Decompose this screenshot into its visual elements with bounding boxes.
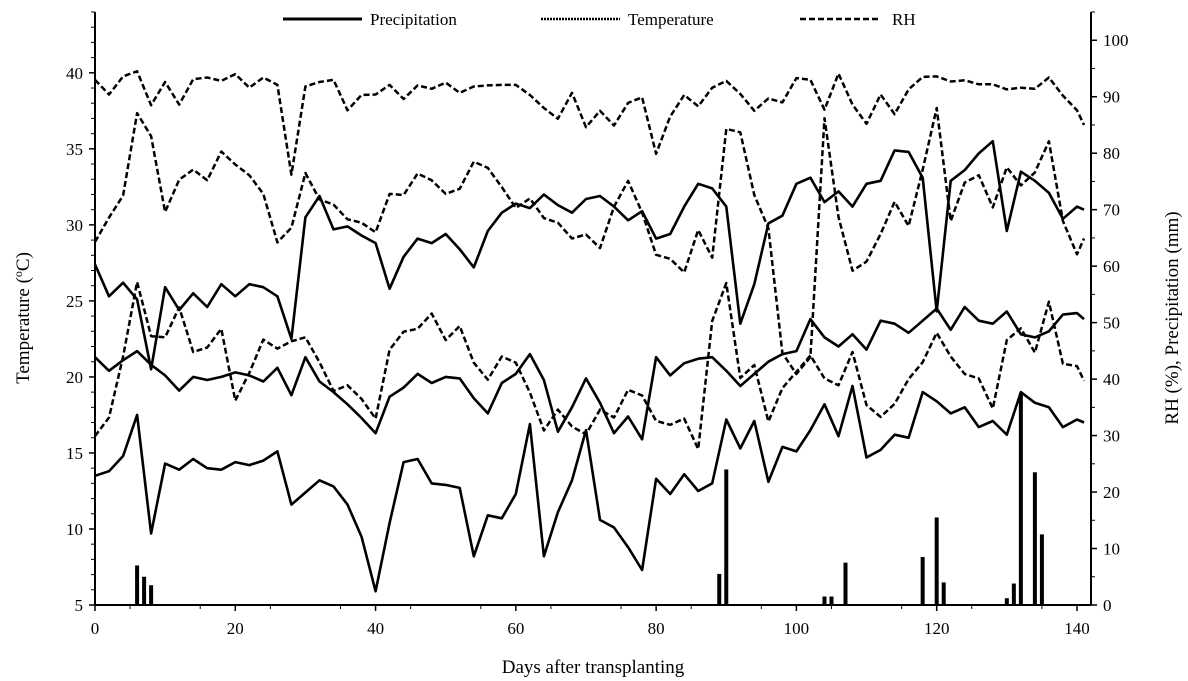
precipitation-bar: [1004, 598, 1009, 605]
y-right-tick-label: 40: [1103, 370, 1120, 389]
precipitation-bar: [920, 556, 925, 605]
y-axis-left-title-tail: C): [13, 252, 34, 271]
x-tick-label: 100: [784, 619, 810, 638]
precipitation-bar: [1039, 534, 1044, 605]
precipitation-bar: [822, 596, 827, 605]
precipitation-bar: [149, 585, 154, 605]
x-tick-label: 140: [1064, 619, 1090, 638]
y-right-tick-label: 100: [1103, 31, 1129, 50]
y-right-tick-label: 60: [1103, 257, 1120, 276]
y-left-tick-label: 5: [75, 596, 84, 615]
y-axis-right-title: RH (%), Precipitation (mm): [1162, 211, 1183, 424]
x-tick-label: 20: [227, 619, 244, 638]
precipitation-bar: [717, 573, 722, 605]
y-right-tick-label: 20: [1103, 483, 1120, 502]
precipitation-bar: [135, 565, 140, 605]
precipitation-bars: [135, 393, 1044, 605]
y-left-tick-label: 15: [66, 444, 83, 463]
legend-rh-label: RH: [892, 10, 916, 29]
legend-precipitation-label: Precipitation: [370, 10, 457, 29]
temperature-series-line: [94, 384, 1085, 593]
rh-series-line: [93, 106, 1086, 376]
precipitation-bar: [724, 469, 729, 605]
x-tick-label: 120: [924, 619, 950, 638]
y-right-tick-label: 10: [1103, 540, 1120, 559]
y-right-tick-label: 30: [1103, 427, 1120, 446]
legend-temperature-label: Temperature: [628, 10, 714, 29]
rh-series-line: [94, 280, 1086, 451]
precipitation-bar: [829, 596, 834, 605]
y-left-tick-label: 25: [66, 292, 83, 311]
legend: Precipitation Temperature RH: [283, 10, 916, 29]
y-right-tick-label: 80: [1103, 144, 1120, 163]
precipitation-bar: [843, 562, 848, 605]
temperature-series-line: [93, 139, 1085, 371]
y-left-tick-label: 30: [66, 216, 83, 235]
temperature-series-line: [94, 305, 1085, 441]
y-left-tick-label: 20: [66, 368, 83, 387]
precipitation-bar: [934, 517, 939, 605]
axes: [94, 12, 1092, 606]
precipitation-bar: [1011, 583, 1016, 605]
x-tick-label: 60: [507, 619, 524, 638]
y-right-tick-label: 90: [1103, 88, 1120, 107]
y-right-tick-label: 50: [1103, 314, 1120, 333]
precipitation-bar: [142, 576, 147, 605]
rh-series-line: [94, 70, 1086, 176]
precipitation-bar: [941, 582, 946, 605]
x-tick-label: 80: [648, 619, 665, 638]
y-axis-left-title-main: Temperature (: [13, 277, 34, 384]
y-left-tick-label: 10: [66, 520, 83, 539]
x-tick-label: 40: [367, 619, 384, 638]
ticks: 0 20 40 60 80 100 120 140 5 10 15 20 25 30 35 40 0 10 20 30…: [66, 11, 1129, 638]
y-left-tick-label: 40: [66, 64, 83, 83]
chart-series: [93, 70, 1086, 593]
x-axis-title: Days after transplanting: [502, 657, 685, 678]
y-axis-left-title: Temperature (oC): [11, 252, 34, 384]
precipitation-bar: [1018, 393, 1023, 605]
y-left-tick-label: 35: [66, 140, 83, 159]
y-right-tick-label: 70: [1103, 201, 1120, 220]
y-right-tick-label: 0: [1103, 596, 1112, 615]
y-axis-left-title-sup: o: [11, 271, 25, 277]
precipitation-bar: [1032, 472, 1037, 605]
x-tick-label: 0: [91, 619, 100, 638]
